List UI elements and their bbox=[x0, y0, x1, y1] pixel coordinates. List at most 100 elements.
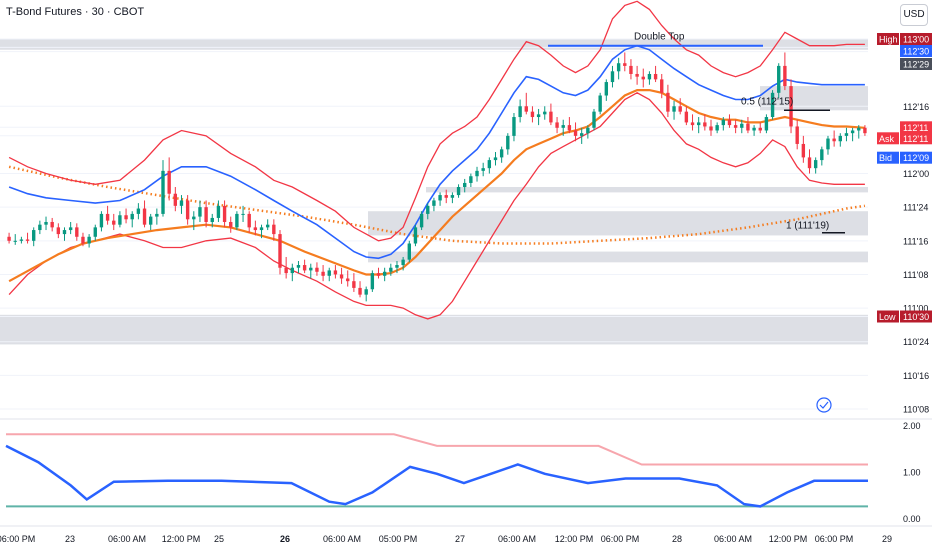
candle-body bbox=[518, 106, 522, 118]
price-tag-value: 112'30 bbox=[903, 47, 929, 57]
zone-rect bbox=[0, 314, 868, 345]
candle-body bbox=[118, 215, 122, 225]
candle-body bbox=[746, 123, 750, 131]
zone-rect bbox=[426, 187, 868, 193]
time-tick: 12:00 PM bbox=[555, 534, 594, 544]
price-tag-bg bbox=[900, 58, 932, 70]
candle-body bbox=[315, 267, 319, 272]
price-tag-value: 112'29 bbox=[903, 60, 929, 70]
series-lines bbox=[8, 0, 866, 320]
price-tag-label: High bbox=[879, 35, 898, 45]
candle-body bbox=[629, 65, 633, 74]
price-tag-label-bg bbox=[877, 310, 899, 323]
candle-body bbox=[161, 170, 165, 214]
zone-rect bbox=[0, 39, 868, 50]
double-top-label: Double Top bbox=[634, 32, 685, 43]
candle-body bbox=[709, 126, 713, 131]
candle-body bbox=[653, 73, 658, 80]
candle-body bbox=[610, 71, 615, 83]
candle-body bbox=[130, 213, 134, 220]
candle-body bbox=[419, 213, 424, 228]
candle-body bbox=[586, 127, 590, 134]
price-tick: 111'00 bbox=[903, 304, 928, 314]
candle-body bbox=[438, 195, 442, 201]
candle-body bbox=[432, 200, 436, 206]
candle-body bbox=[259, 227, 264, 231]
candle-body bbox=[93, 227, 97, 237]
candle-body bbox=[204, 207, 208, 222]
time-tick: 06:00 PM bbox=[601, 534, 640, 544]
time-tick: 29 bbox=[882, 534, 892, 544]
candle-body bbox=[247, 213, 251, 228]
candle-body bbox=[444, 195, 448, 198]
candle-body bbox=[789, 86, 793, 127]
candle-body bbox=[216, 205, 221, 218]
candle-body bbox=[475, 170, 479, 177]
candle-body bbox=[136, 208, 141, 214]
price-tag-label-bg bbox=[877, 33, 899, 45]
candle-body bbox=[530, 111, 535, 118]
price-tag-value: 112'09 bbox=[903, 153, 929, 163]
price-tag-value: 113'00 bbox=[903, 35, 929, 45]
candle-body bbox=[290, 267, 295, 274]
price-tag-value: 112'11 bbox=[903, 134, 928, 144]
candle-body bbox=[820, 149, 824, 161]
candle-body bbox=[32, 230, 36, 241]
price-tag-value: 110'30 bbox=[903, 312, 929, 322]
candle-body bbox=[703, 122, 707, 127]
time-tick: 06:00 PM bbox=[0, 534, 35, 544]
currency-button[interactable]: USD bbox=[900, 4, 928, 26]
candle-body bbox=[678, 106, 682, 112]
candle-body bbox=[666, 92, 670, 112]
candle-body bbox=[229, 221, 233, 228]
candle-body bbox=[395, 265, 399, 268]
price-tag-label-bg bbox=[877, 132, 899, 145]
candle-body bbox=[185, 200, 190, 220]
candle-body bbox=[623, 63, 627, 66]
price-axis: 112'16112'00111'24111'16111'08111'00110'… bbox=[877, 33, 932, 415]
candle-body bbox=[179, 200, 184, 206]
candle-body bbox=[38, 224, 42, 231]
candle-body bbox=[635, 73, 639, 77]
candle-body bbox=[389, 267, 393, 272]
price-tick: 111'24 bbox=[903, 203, 928, 213]
candle-body bbox=[413, 227, 418, 244]
price-tag-label: Bid bbox=[879, 153, 892, 163]
price-tick: 112'00 bbox=[903, 169, 929, 179]
price-tag-bg bbox=[900, 132, 932, 145]
candle-body bbox=[844, 133, 849, 136]
time-tick: 06:00 AM bbox=[498, 534, 536, 544]
candle-body bbox=[857, 127, 861, 131]
fib-05-label: 0.5 (112'15) bbox=[741, 96, 793, 107]
price-tick: 112'16 bbox=[903, 102, 929, 112]
candle-body bbox=[87, 236, 91, 244]
price-tick: 110'08 bbox=[903, 405, 929, 415]
candle-body bbox=[727, 119, 732, 126]
candle-body bbox=[604, 82, 609, 96]
candle-body bbox=[241, 213, 245, 215]
band-mid-line bbox=[8, 44, 865, 260]
candle-body bbox=[99, 213, 104, 228]
candle-body bbox=[456, 187, 461, 196]
candle-body bbox=[321, 271, 325, 276]
candle-body bbox=[278, 234, 282, 268]
candle-body bbox=[463, 182, 467, 187]
candle-body bbox=[105, 213, 110, 221]
candle-body bbox=[838, 135, 842, 142]
band-lower-line bbox=[8, 92, 865, 320]
candle-body bbox=[302, 265, 307, 271]
candle-body bbox=[352, 281, 356, 288]
candle-body bbox=[696, 122, 701, 126]
osc-tick: 1.00 bbox=[903, 468, 921, 478]
candle-body bbox=[506, 135, 510, 150]
candle-body bbox=[272, 224, 276, 235]
candle-body bbox=[364, 289, 368, 295]
candle-body bbox=[555, 122, 559, 128]
osc-upper-line bbox=[6, 433, 868, 466]
candle-body bbox=[370, 273, 375, 290]
candle-body bbox=[426, 205, 430, 214]
candle-body bbox=[469, 176, 473, 183]
candles bbox=[7, 52, 867, 302]
